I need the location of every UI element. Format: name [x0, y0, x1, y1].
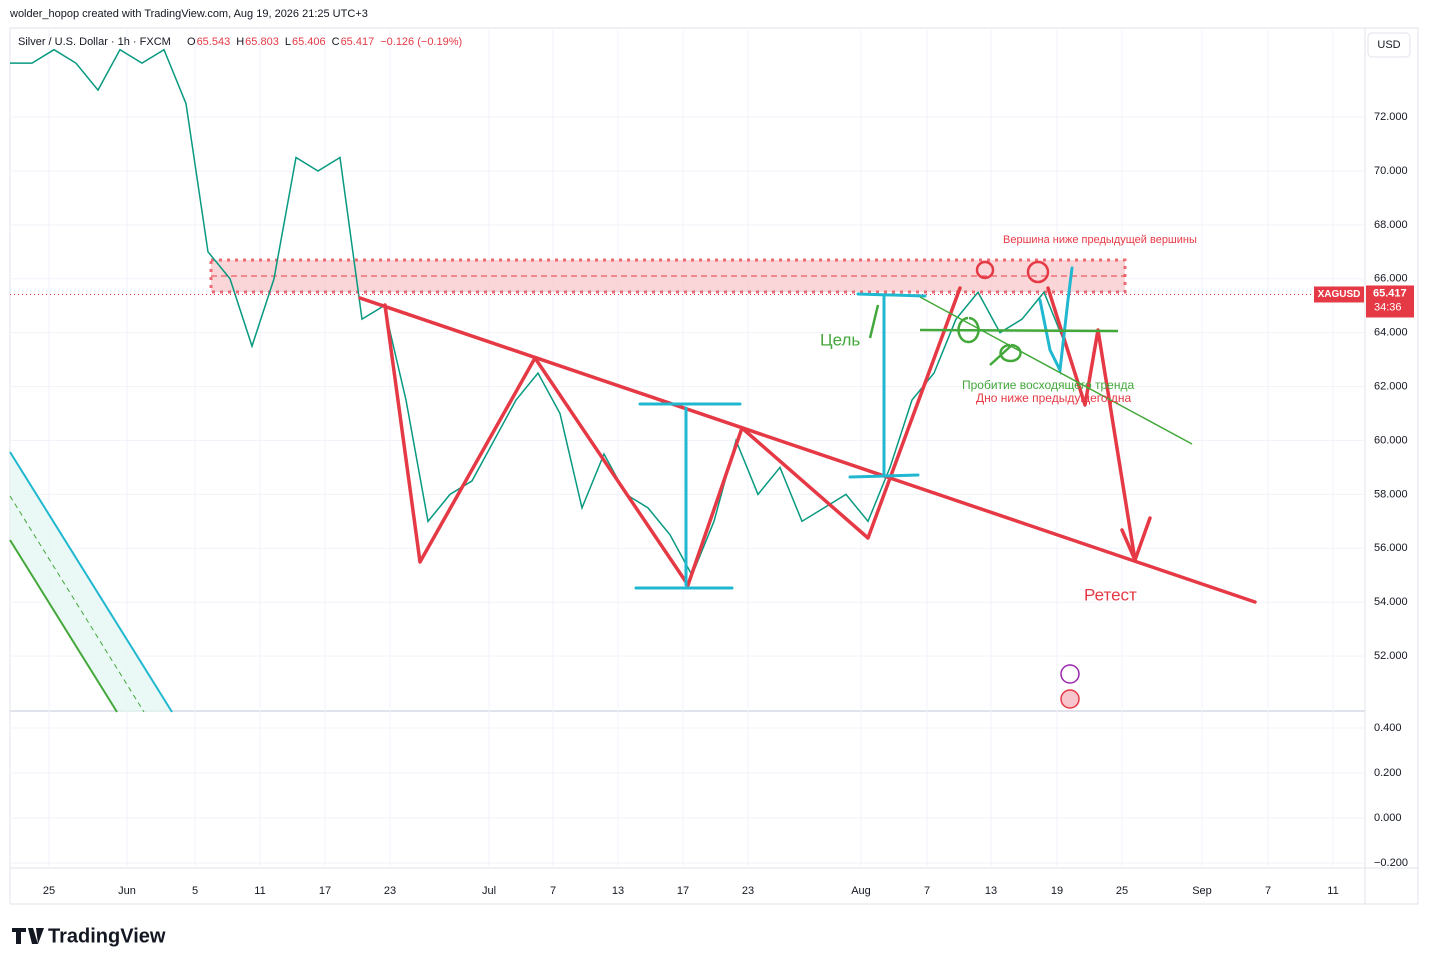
- forecast-path: [1046, 286, 1137, 562]
- time-label: Sep: [1192, 885, 1212, 897]
- marks: [868, 304, 1022, 366]
- trend-line: [358, 296, 1257, 604]
- note: Дно ниже предыдущего дна: [976, 391, 1132, 405]
- event-icon[interactable]: [1060, 689, 1080, 709]
- event-icon[interactable]: [1060, 664, 1080, 684]
- ohlc-key: L: [285, 36, 291, 48]
- retest-label: Ретест: [1084, 585, 1137, 604]
- target-label: Цель: [820, 330, 860, 349]
- price-tick-label: 64.000: [1374, 327, 1408, 339]
- note: Пробитие восходящего тренда: [962, 378, 1134, 392]
- ticker: XAGUSD: [1318, 289, 1361, 300]
- symbol: Silver / U.S. Dollar · 1h · FXCM: [18, 36, 171, 48]
- price: 65.417: [1373, 287, 1407, 299]
- price-tick-label: 72.000: [1374, 111, 1408, 123]
- channel-top: [9, 451, 173, 713]
- zigzag: [383, 286, 962, 587]
- legend: Silver / U.S. Dollar · 1h · FXCM O 65.543…: [18, 36, 462, 48]
- ohlc-value: 65.417: [341, 36, 375, 48]
- ohlc-value: 65.803: [245, 36, 279, 48]
- time-label: 7: [924, 885, 930, 897]
- time-label: 25: [1116, 885, 1128, 897]
- time-label: Jun: [118, 885, 136, 897]
- measure: [848, 473, 920, 479]
- time-label: 17: [319, 885, 331, 897]
- logo-text: TradingView: [48, 925, 166, 947]
- price-layer: [10, 48, 1365, 577]
- time-label: 23: [742, 885, 754, 897]
- time-label: 19: [1051, 885, 1063, 897]
- lower-tick-label: 0.200: [1374, 767, 1402, 779]
- time-label: 13: [612, 885, 624, 897]
- price-tick-label: 58.000: [1374, 488, 1408, 500]
- top-circle: [1026, 260, 1050, 284]
- note: Вершина ниже предыдущей вершины: [1003, 234, 1197, 246]
- chart-frame: [9, 27, 1419, 905]
- price-line: [10, 48, 1067, 577]
- time-label: Jul: [482, 885, 496, 897]
- price-tick-label: 56.000: [1374, 542, 1408, 554]
- price-tag: XAGUSD 65.417 34:36: [1314, 285, 1414, 318]
- channel-mid: [9, 495, 145, 713]
- time-label: 23: [384, 885, 396, 897]
- time-label: 5: [192, 885, 198, 897]
- countdown: 34:36: [1374, 301, 1402, 313]
- price-tick-label: 60.000: [1374, 434, 1408, 446]
- channel-bottom: [9, 539, 118, 713]
- ohlc-key: C: [332, 36, 340, 48]
- time-label: 13: [985, 885, 997, 897]
- ohlc-value: 65.406: [292, 36, 326, 48]
- support-line: [919, 328, 1119, 333]
- ticker-box: [1314, 286, 1364, 303]
- header-credit: wolder_hopop created with TradingView.co…: [9, 8, 368, 20]
- price-tick-label: 62.000: [1374, 380, 1408, 392]
- lower-tick-label: 0.000: [1374, 812, 1402, 824]
- ohlc-key: H: [236, 36, 244, 48]
- time-label: 7: [1265, 885, 1271, 897]
- logo-mark: [12, 928, 44, 944]
- measure: [856, 292, 927, 298]
- price-tick-label: 52.000: [1374, 650, 1408, 662]
- time-label: 25: [43, 885, 55, 897]
- arrow-head: [1120, 516, 1152, 562]
- resistance-zone: [209, 258, 1127, 294]
- currency: USD: [1377, 39, 1400, 51]
- lower-tick-label: −0.200: [1374, 857, 1408, 869]
- ohlc-value: 65.543: [197, 36, 231, 48]
- ohlc-key: O: [187, 36, 196, 48]
- uptrend-line: [919, 296, 1193, 445]
- time-label: Aug: [851, 885, 871, 897]
- wave: [1038, 266, 1074, 376]
- change: −0.126 (−0.19%): [380, 36, 462, 48]
- top-circle: [975, 260, 995, 280]
- time-label: 7: [550, 885, 556, 897]
- price-tick-label: 54.000: [1374, 596, 1408, 608]
- price-tick-label: 66.000: [1374, 273, 1408, 285]
- time-label: 11: [1327, 885, 1338, 897]
- time-label: 17: [677, 885, 689, 897]
- price-box: [1366, 285, 1414, 318]
- price-tick-label: 70.000: [1374, 165, 1408, 177]
- currency-button[interactable]: [1367, 32, 1411, 58]
- price-tick-label: 68.000: [1374, 219, 1408, 231]
- lower-tick-label: 0.400: [1374, 722, 1402, 734]
- time-label: 11: [254, 885, 265, 897]
